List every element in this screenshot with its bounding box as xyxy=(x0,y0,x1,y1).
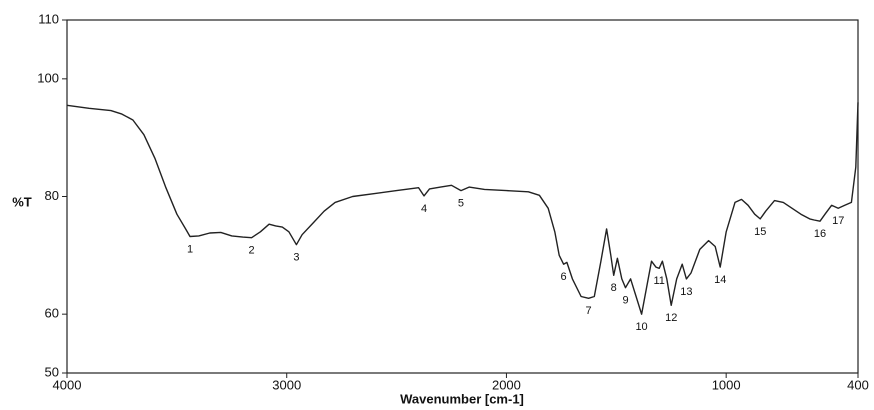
y-tick-label: 110 xyxy=(38,11,59,26)
y-tick-label: 60 xyxy=(45,306,59,321)
x-tick-label: 3000 xyxy=(272,377,301,392)
y-tick-label: 50 xyxy=(45,364,59,379)
y-tick-label: 100 xyxy=(37,70,59,85)
peak-label: 3 xyxy=(293,252,299,264)
peak-label: 14 xyxy=(714,274,726,286)
peak-label: 16 xyxy=(814,228,826,240)
peak-label: 12 xyxy=(665,312,677,324)
spectrum-line xyxy=(66,102,859,315)
peak-label: 2 xyxy=(249,245,255,257)
peak-label: 1 xyxy=(187,243,193,255)
peak-label: 17 xyxy=(832,215,844,227)
y-axis-label: %T xyxy=(12,194,32,209)
x-tick-label: 400 xyxy=(847,377,869,392)
x-axis-label: Wavenumber [cm-1] xyxy=(400,391,524,406)
x-tick-label: 2000 xyxy=(492,377,521,392)
peak-label: 15 xyxy=(754,226,766,238)
peak-label: 10 xyxy=(635,321,647,333)
peak-label: 13 xyxy=(680,286,692,298)
x-tick-label: 1000 xyxy=(712,377,741,392)
peak-label: 8 xyxy=(611,282,617,294)
peak-label: 6 xyxy=(561,271,567,283)
x-tick-label: 4000 xyxy=(53,377,82,392)
y-tick-label: 80 xyxy=(45,188,59,203)
peak-label: 7 xyxy=(586,305,592,317)
peak-label: 9 xyxy=(622,295,628,307)
peak-label: 4 xyxy=(421,203,427,215)
peak-label: 5 xyxy=(458,198,464,210)
peak-label: 11 xyxy=(653,275,664,287)
plot-frame xyxy=(66,19,859,374)
